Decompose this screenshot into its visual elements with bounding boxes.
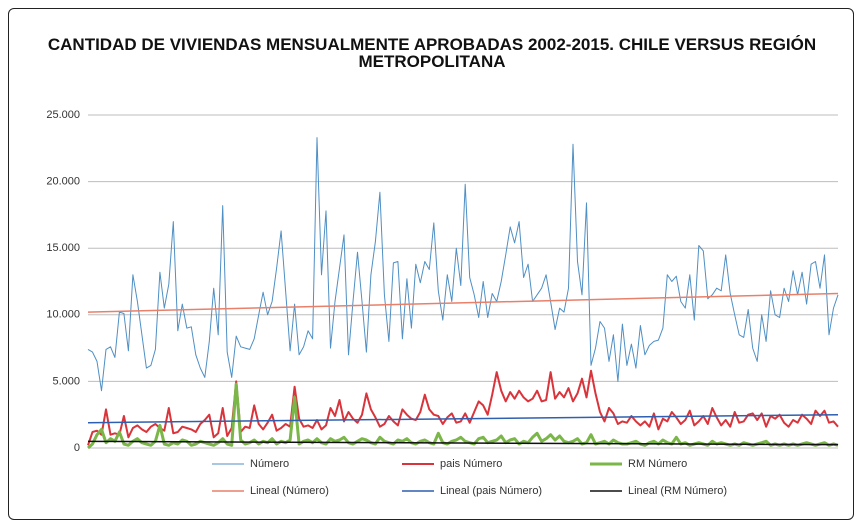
legend-label: RM Número bbox=[628, 458, 687, 470]
y-tick-label: 20.000 bbox=[46, 176, 80, 188]
legend-label: Número bbox=[250, 458, 289, 470]
legend-label: pais Número bbox=[440, 458, 502, 470]
legend-label: Lineal (RM Número) bbox=[628, 485, 727, 497]
data-line bbox=[87, 382, 839, 450]
data-line bbox=[87, 369, 839, 446]
trend-line bbox=[87, 413, 839, 424]
y-tick-label: 0 bbox=[74, 442, 80, 454]
y-tick-label: 10.000 bbox=[46, 309, 80, 321]
data-line bbox=[87, 137, 839, 392]
y-tick-label: 25.000 bbox=[46, 109, 80, 121]
y-tick-label: 5.000 bbox=[52, 375, 80, 387]
legend-label: Lineal (Número) bbox=[250, 485, 329, 497]
legend-label: Lineal (pais Número) bbox=[440, 485, 542, 497]
chart-frame bbox=[8, 8, 854, 520]
trend-line bbox=[87, 440, 839, 446]
trend-line bbox=[87, 292, 839, 313]
y-tick-label: 15.000 bbox=[46, 242, 80, 254]
chart-title: CANTIDAD DE VIVIENDAS MENSUALMENTE APROB… bbox=[47, 35, 817, 71]
